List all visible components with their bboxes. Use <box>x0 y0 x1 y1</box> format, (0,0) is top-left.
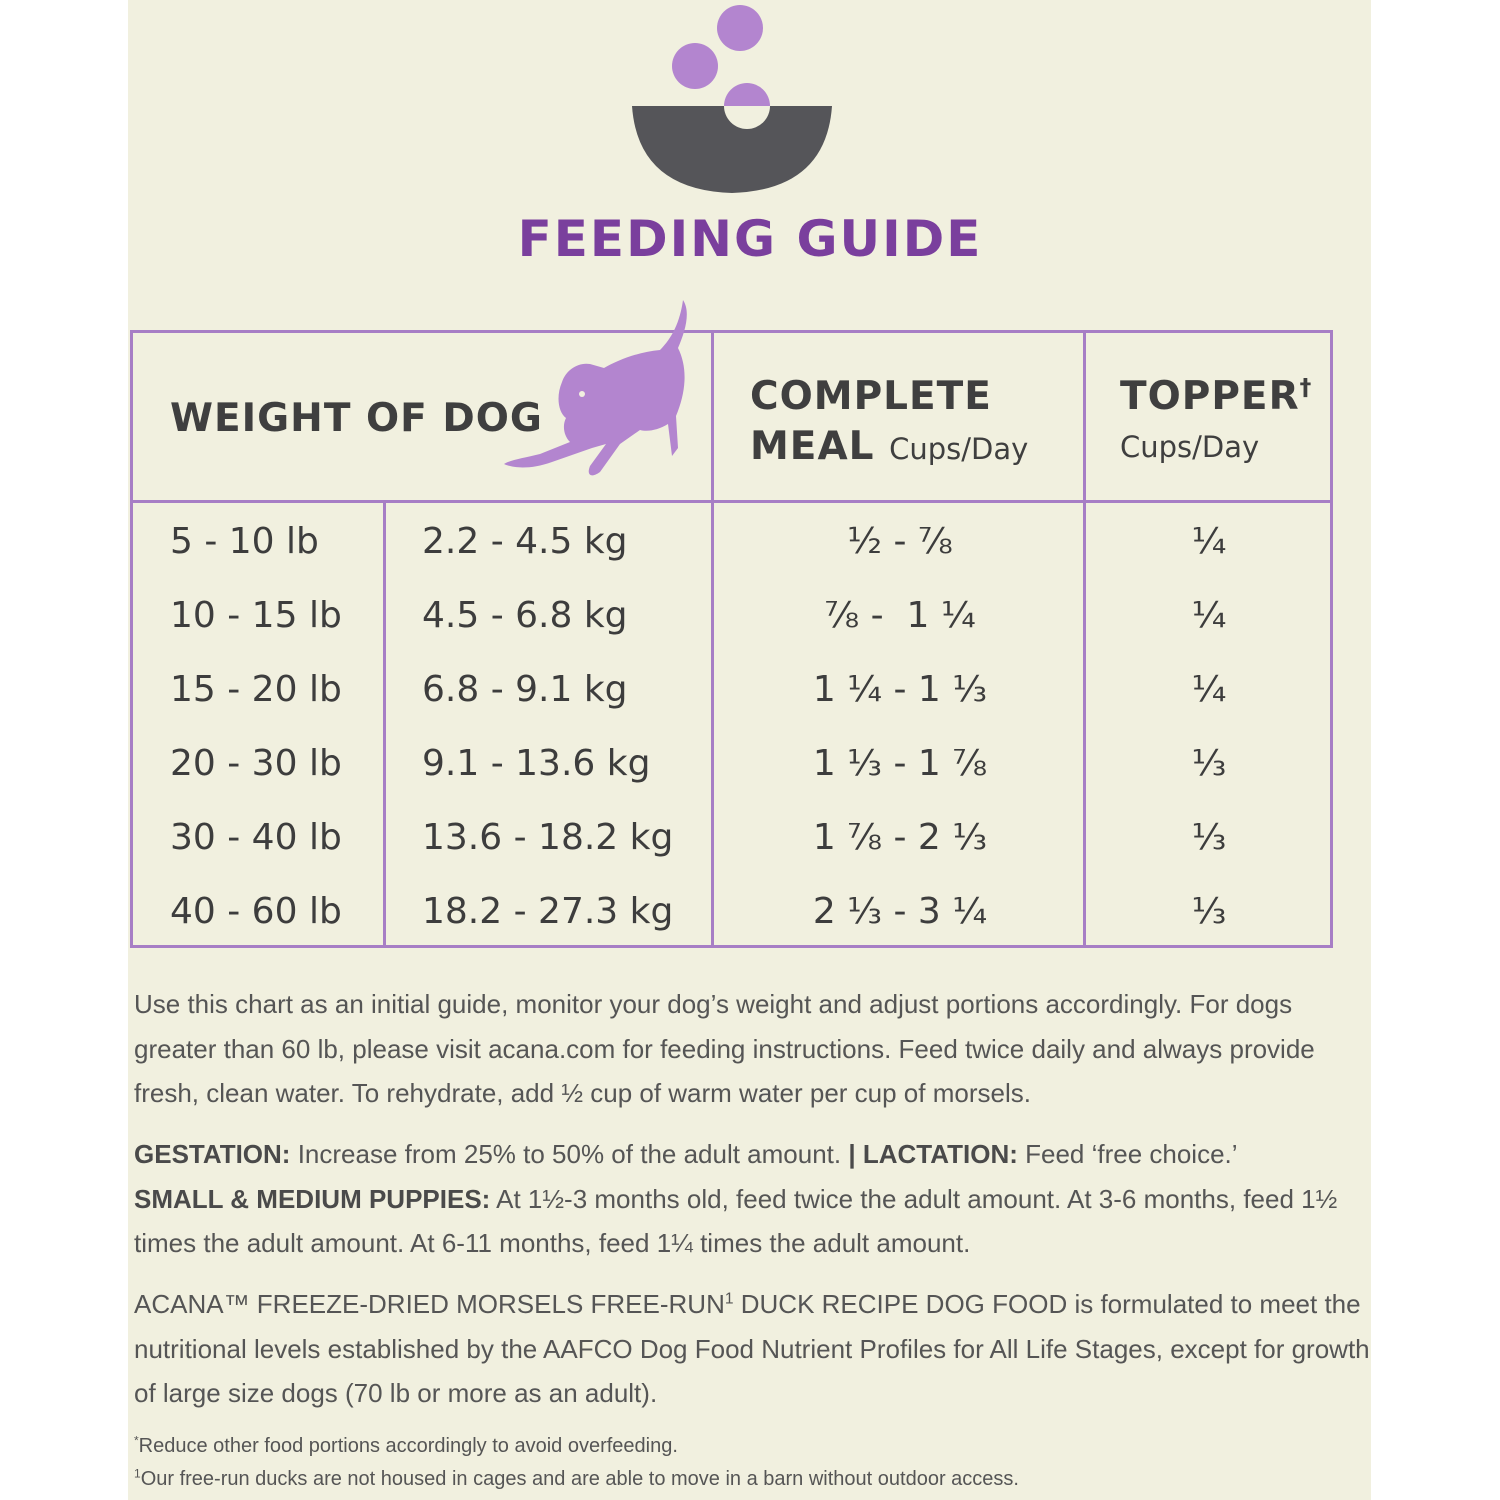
weight-kg: 4.5 - 6.8 kg <box>422 595 628 636</box>
topper-amount: ¼ <box>1191 521 1227 562</box>
weight-kg: 6.8 - 9.1 kg <box>422 669 628 710</box>
footnote-marker: 1 <box>724 1290 734 1308</box>
topper-unit: Cups/Day <box>1120 430 1260 464</box>
complete-amount: 1 ⅞ - 2 ⅓ <box>812 817 988 858</box>
topper-amount: ¼ <box>1191 669 1227 710</box>
footnote: *Reduce other food portions accordingly … <box>134 1430 1374 1463</box>
complete-amount: 2 ⅓ - 3 ¼ <box>812 891 988 932</box>
weight-lb: 5 - 10 lb <box>170 521 319 562</box>
weight-kg: 9.1 - 13.6 kg <box>422 743 651 784</box>
bowl-with-morsels-icon <box>632 5 832 193</box>
puppies-label: SMALL & MEDIUM PUPPIES: <box>134 1183 491 1214</box>
weight-lb: 40 - 60 lb <box>170 891 342 932</box>
lactation-text: Feed ‘free choice.’ <box>1017 1139 1238 1169</box>
aafco-part1: ACANA™ FREEZE-DRIED MORSELS FREE-RUN <box>134 1289 725 1319</box>
page-title: FEEDING GUIDE <box>517 210 983 268</box>
footnote-marker: 1 <box>134 1466 141 1481</box>
complete-header-line2: MEAL Cups/Day <box>750 422 1028 474</box>
puppies-text: At 1½-3 months old, feed twice the adult… <box>134 1183 1338 1259</box>
aafco-statement: ACANA™ FREEZE-DRIED MORSELS FREE-RUN1 DU… <box>134 1282 1374 1416</box>
column-divider <box>1083 330 1086 948</box>
weight-lb: 30 - 40 lb <box>170 817 342 858</box>
aafco-part2: DUCK RECIPE DOG FOOD is formulated to me… <box>134 1289 1370 1408</box>
footnotes: *Reduce other food portions accordingly … <box>134 1430 1374 1496</box>
weight-kg: 2.2 - 4.5 kg <box>422 521 628 562</box>
header-divider <box>130 500 1333 503</box>
complete-header-line1: COMPLETE <box>750 374 992 419</box>
weight-lb: 10 - 15 lb <box>170 595 342 636</box>
column-divider <box>383 502 386 948</box>
background-panel <box>128 0 1371 1500</box>
weight-lb: 20 - 30 lb <box>170 743 342 784</box>
topper-header: TOPPER† Cups/Day <box>1120 372 1312 472</box>
footnote-text: Our free-run ducks are not housed in cag… <box>140 1468 1019 1490</box>
instructions-paragraph: Use this chart as an initial guide, moni… <box>134 989 1315 1108</box>
column-divider <box>711 330 714 948</box>
topper-label: TOPPER <box>1120 374 1300 419</box>
playing-dog-icon <box>504 300 687 476</box>
complete-amount: ½ - ⅞ <box>847 521 953 562</box>
topper-amount: ⅓ <box>1191 743 1227 784</box>
complete-amount: 1 ⅓ - 1 ⅞ <box>812 743 988 784</box>
gestation-text: Increase from 25% to 50% of the adult am… <box>290 1139 849 1169</box>
separator: | <box>848 1139 856 1169</box>
lactation-label: LACTATION: <box>862 1139 1018 1169</box>
weight-kg: 13.6 - 18.2 kg <box>422 817 674 858</box>
gestation-label: GESTATION: <box>134 1139 291 1169</box>
topper-header-line1: TOPPER† <box>1120 372 1312 422</box>
topper-amount: ⅓ <box>1191 817 1227 858</box>
complete-amount: ⅞ - 1 ¼ <box>824 595 976 636</box>
footnote-text: Reduce other food portions accordingly t… <box>138 1435 678 1457</box>
complete-header: COMPLETE MEAL Cups/Day <box>750 372 1028 474</box>
life-stage-paragraph: GESTATION: Increase from 25% to 50% of t… <box>134 1132 1374 1266</box>
topper-amount: ¼ <box>1191 595 1227 636</box>
weight-kg: 18.2 - 27.3 kg <box>422 891 674 932</box>
complete-header-meal: MEAL <box>750 424 875 469</box>
topper-amount: ⅓ <box>1191 891 1227 932</box>
complete-unit: Cups/Day <box>889 432 1029 466</box>
weight-lb: 15 - 20 lb <box>170 669 342 710</box>
feeding-table <box>130 330 1333 948</box>
weight-header: WEIGHT OF DOG <box>170 396 543 441</box>
complete-amount: 1 ¼ - 1 ⅓ <box>812 669 988 710</box>
topper-dagger: † <box>1299 373 1313 401</box>
footnote-marker: * <box>134 1433 139 1448</box>
footnote: 1Our free-run ducks are not housed in ca… <box>134 1463 1374 1496</box>
